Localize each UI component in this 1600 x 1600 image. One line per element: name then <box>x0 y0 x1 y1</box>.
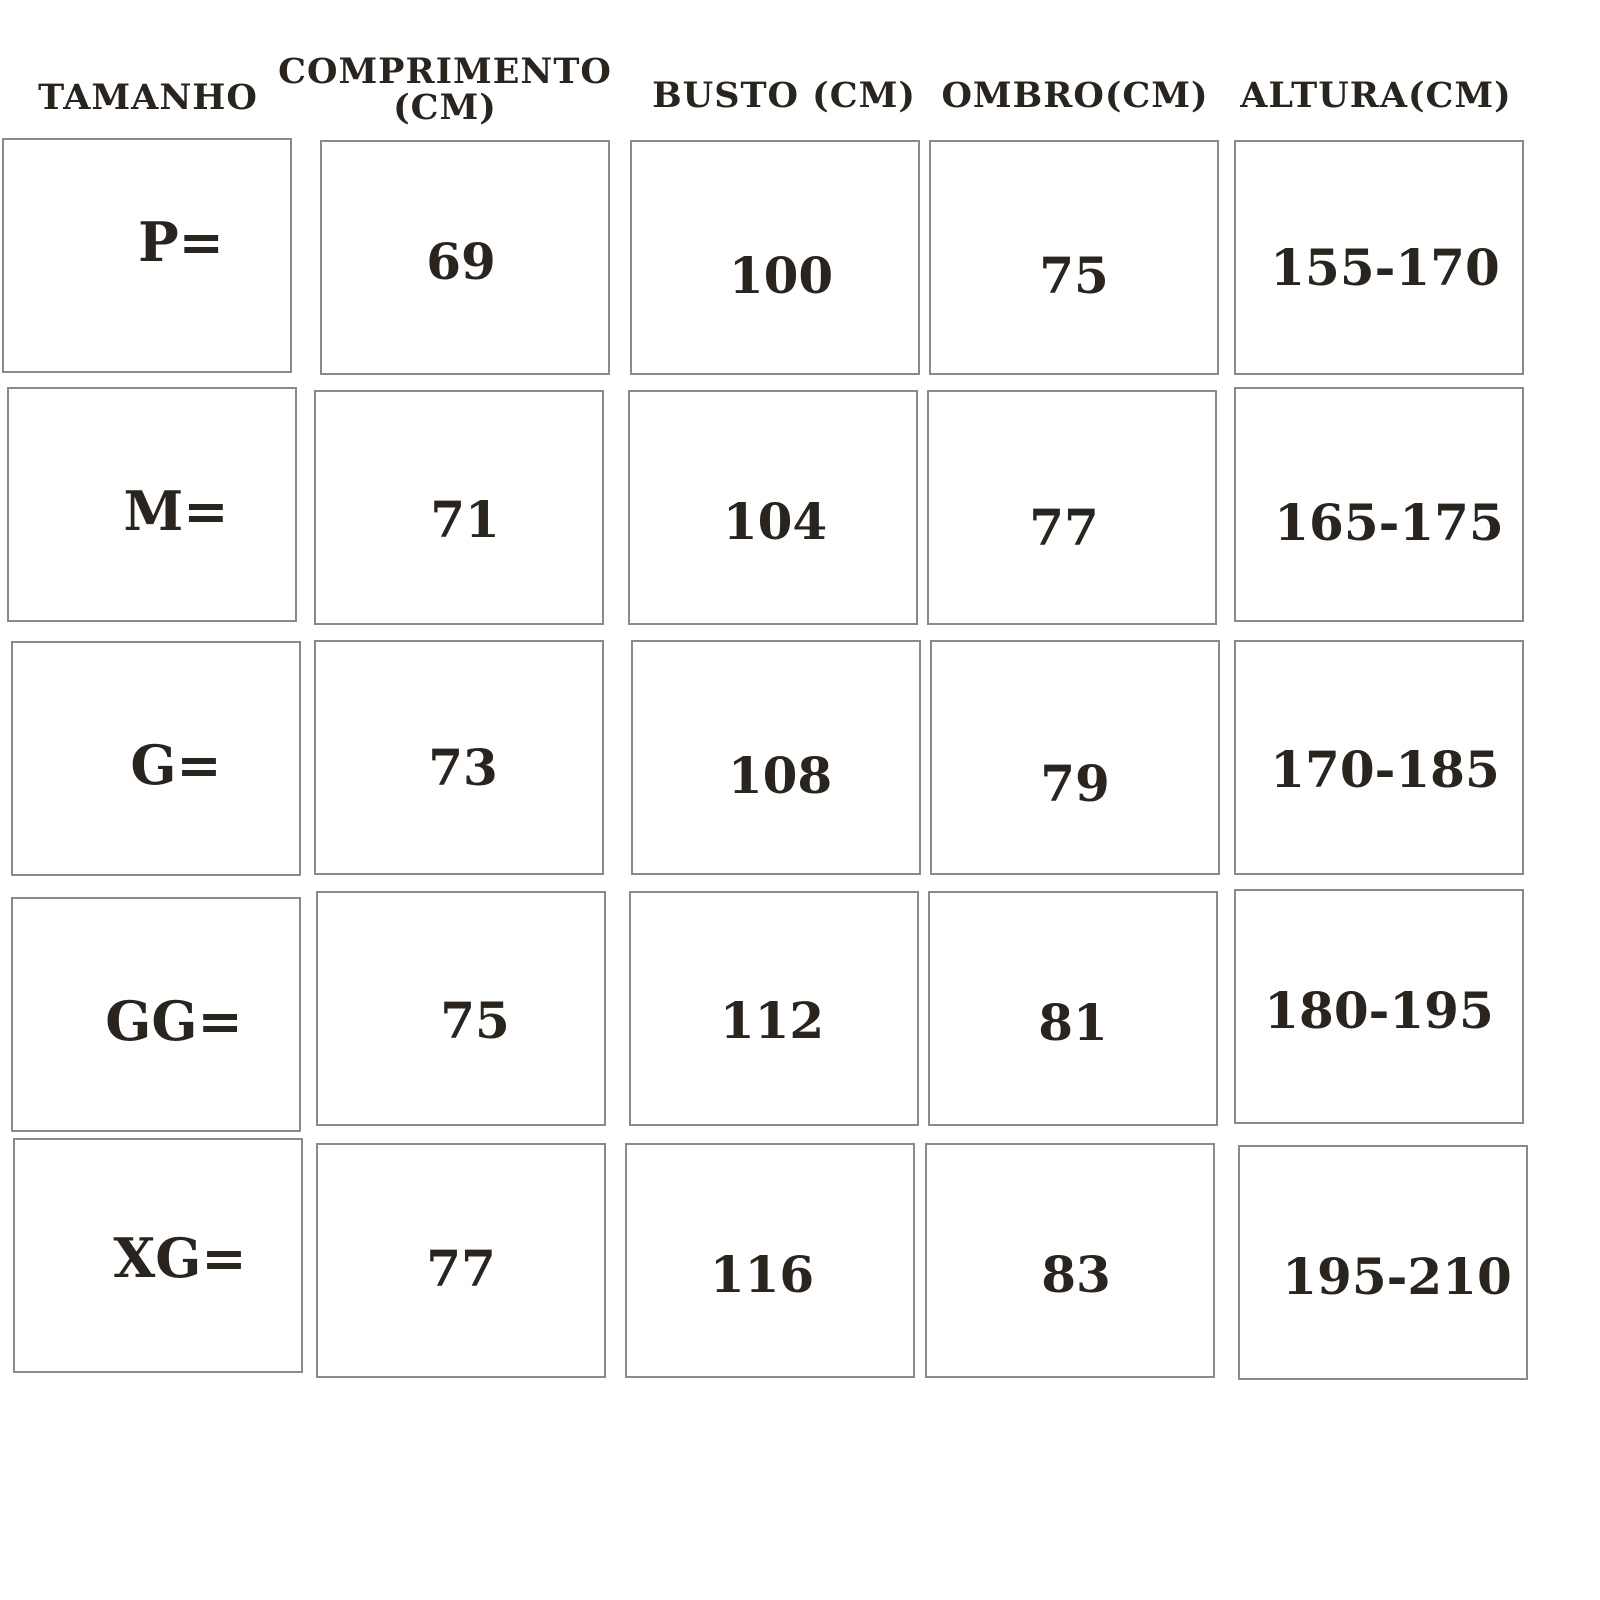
cell-ombro: 83 <box>925 1143 1215 1378</box>
measurement-value: 116 <box>709 1245 815 1304</box>
cell-busto: 100 <box>630 140 920 375</box>
cell-busto: 108 <box>631 640 921 875</box>
cell-comprimento: 73 <box>314 640 604 875</box>
cell-ombro: 79 <box>930 640 1220 875</box>
header-comprimento: COMPRIMENTO (CM) <box>278 54 612 126</box>
cell-tamanho: M= <box>7 387 297 622</box>
size-label: P= <box>138 209 224 274</box>
measurement-value: 195-210 <box>1282 1247 1512 1306</box>
cell-busto: 104 <box>628 390 918 625</box>
header-altura: ALTURA(CM) <box>1240 75 1512 116</box>
size-label: GG= <box>105 988 243 1053</box>
measurement-value: 75 <box>1039 246 1109 305</box>
cell-ombro: 81 <box>928 891 1218 1126</box>
cell-comprimento: 69 <box>320 140 610 375</box>
cell-ombro: 77 <box>927 390 1217 625</box>
cell-altura: 155-170 <box>1234 140 1524 375</box>
measurement-value: 155-170 <box>1270 238 1500 297</box>
cell-altura: 195-210 <box>1238 1145 1528 1380</box>
header-busto: BUSTO (CM) <box>652 75 916 116</box>
size-label: XG= <box>113 1225 247 1290</box>
cell-comprimento: 75 <box>316 891 606 1126</box>
measurement-value: 165-175 <box>1274 493 1504 552</box>
measurement-value: 77 <box>426 1239 496 1298</box>
measurement-value: 69 <box>426 232 496 291</box>
cell-busto: 116 <box>625 1143 915 1378</box>
measurement-value: 77 <box>1029 498 1099 557</box>
cell-ombro: 75 <box>929 140 1219 375</box>
header-ombro: OMBRO(CM) <box>941 75 1209 116</box>
cell-altura: 165-175 <box>1234 387 1524 622</box>
measurement-value: 71 <box>430 490 500 549</box>
cell-altura: 170-185 <box>1234 640 1524 875</box>
header-comprimento-line1: COMPRIMENTO <box>278 51 612 92</box>
measurement-value: 104 <box>722 492 828 551</box>
measurement-value: 83 <box>1041 1245 1111 1304</box>
size-label: M= <box>123 478 229 543</box>
size-label: G= <box>130 732 222 797</box>
measurement-value: 73 <box>428 738 498 797</box>
measurement-value: 108 <box>727 746 833 805</box>
cell-comprimento: 71 <box>314 390 604 625</box>
measurement-value: 180-195 <box>1264 981 1494 1040</box>
measurement-value: 170-185 <box>1270 740 1500 799</box>
cell-tamanho: P= <box>2 138 292 373</box>
measurement-value: 75 <box>440 991 510 1050</box>
cell-altura: 180-195 <box>1234 889 1524 1124</box>
header-comprimento-line2: (CM) <box>393 87 497 128</box>
cell-busto: 112 <box>629 891 919 1126</box>
cell-tamanho: GG= <box>11 897 301 1132</box>
cell-tamanho: G= <box>11 641 301 876</box>
measurement-value: 81 <box>1038 993 1108 1052</box>
measurement-value: 79 <box>1040 754 1110 813</box>
measurement-value: 112 <box>719 991 825 1050</box>
header-tamanho: TAMANHO <box>38 77 258 118</box>
measurement-value: 100 <box>728 246 834 305</box>
cell-comprimento: 77 <box>316 1143 606 1378</box>
cell-tamanho: XG= <box>13 1138 303 1373</box>
